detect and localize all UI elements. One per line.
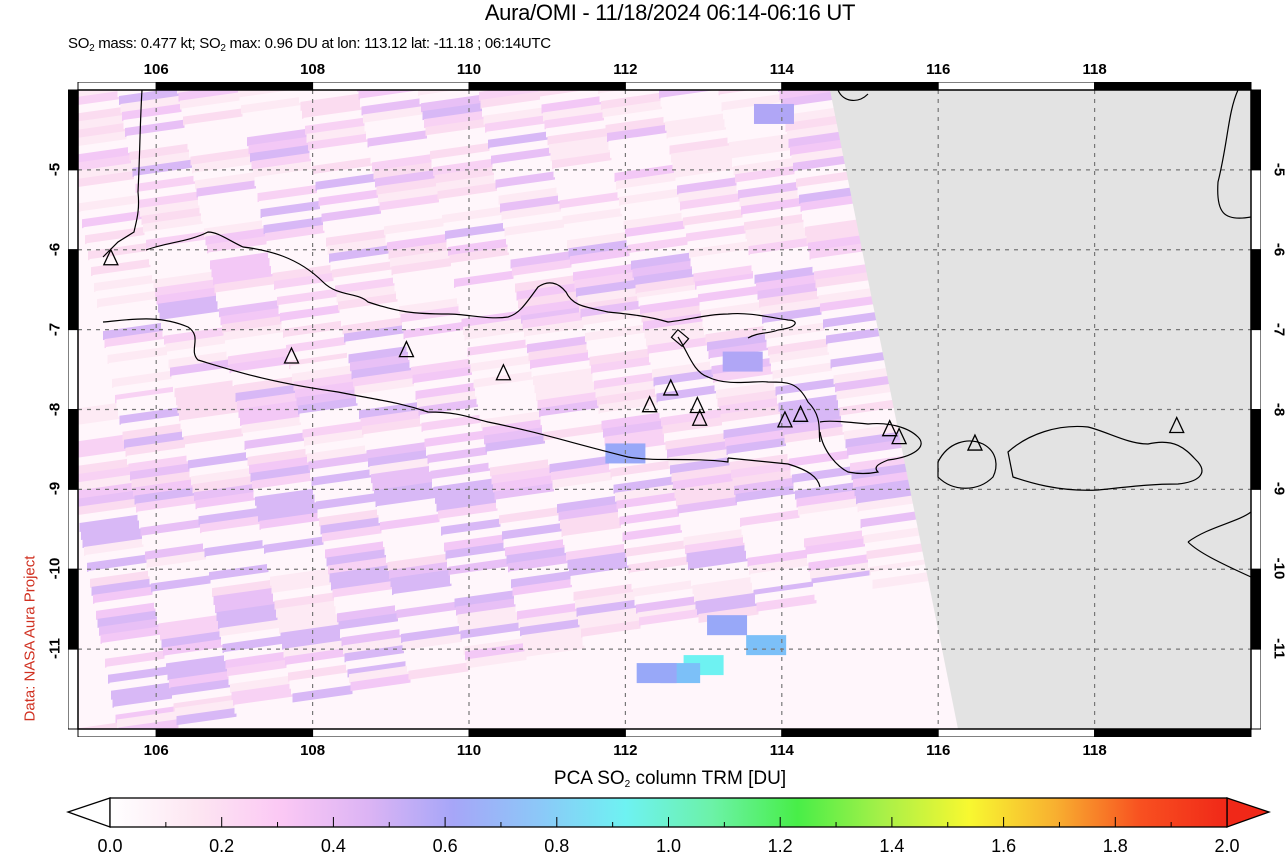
subtitle-max: max: 0.96 DU at lon: 113.12 lat: -11.18 … (226, 35, 551, 52)
lon-label-bottom: 106 (144, 742, 169, 759)
lat-label-left: -8 (47, 394, 64, 424)
subtitle-so2: SO (68, 35, 89, 52)
colorbar-tick-label: 1.4 (879, 836, 904, 857)
lat-label-right: -11 (1271, 634, 1288, 664)
lat-label-right: -8 (1271, 394, 1288, 424)
so2-heatmap (68, 82, 1251, 737)
colorbar-min-arrow (68, 798, 110, 827)
colorbar-tick-label: 0.4 (321, 836, 346, 857)
lat-label-right: -9 (1271, 474, 1288, 504)
lat-label-left: -5 (47, 154, 64, 184)
colorbar-tick-label: 0.8 (544, 836, 569, 857)
colorbar-tick-label: 1.8 (1103, 836, 1128, 857)
colorbar-title: PCA SO2 column TRM [DU] (0, 768, 1288, 790)
lon-label-bottom: 112 (613, 742, 637, 759)
subtitle-mass: mass: 0.477 kt; SO (94, 35, 220, 52)
colorbar (0, 790, 1288, 835)
lon-label-bottom: 114 (770, 742, 794, 759)
colorbar-tick-label: 1.0 (656, 836, 681, 857)
colorbar-tick-label: 0.0 (97, 836, 122, 857)
map-subtitle: SO2 mass: 0.477 kt; SO2 max: 0.96 DU at … (68, 35, 551, 54)
cb-title-post: column TRM [DU] (630, 768, 786, 789)
lon-label-bottom: 108 (300, 742, 325, 759)
colorbar-tick-label: 1.6 (991, 836, 1016, 857)
colorbar-tick-label: 0.6 (433, 836, 458, 857)
lat-label-left: -7 (47, 314, 64, 344)
so2-map (68, 82, 1261, 737)
colorbar-tick-label: 2.0 (1214, 836, 1239, 857)
colorbar-tick-label: 1.2 (768, 836, 793, 857)
map-title: Aura/OMI - 11/18/2024 06:14-06:16 UT (0, 0, 1288, 26)
lon-label-top: 106 (144, 61, 169, 78)
lon-label-top: 116 (926, 61, 950, 78)
lat-label-right: -10 (1271, 554, 1288, 584)
lon-label-bottom: 118 (1082, 742, 1106, 759)
lon-label-top: 110 (457, 61, 481, 78)
lat-label-right: -5 (1271, 154, 1288, 184)
cb-title-pre: PCA SO (554, 768, 625, 789)
lat-label-right: -7 (1271, 314, 1288, 344)
lon-label-top: 118 (1082, 61, 1106, 78)
lat-label-left: -6 (47, 234, 64, 264)
lon-label-top: 114 (770, 61, 794, 78)
data-credit: Data: NASA Aura Project (22, 539, 39, 739)
lat-label-left: -11 (47, 634, 64, 664)
lon-label-bottom: 116 (926, 742, 950, 759)
lat-label-left: -9 (47, 474, 64, 504)
lat-label-right: -6 (1271, 234, 1288, 264)
lat-label-left: -10 (47, 554, 64, 584)
lon-label-top: 108 (300, 61, 325, 78)
colorbar-tick-label: 0.2 (209, 836, 234, 857)
lon-label-bottom: 110 (457, 742, 481, 759)
lon-label-top: 112 (613, 61, 637, 78)
colorbar-max-arrow (1227, 798, 1269, 827)
